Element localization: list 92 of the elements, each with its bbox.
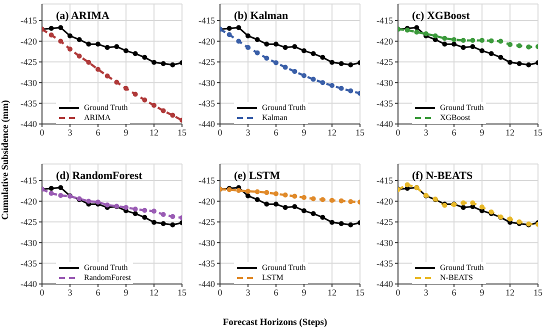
x-tick-label: 9 [302, 287, 307, 298]
x-tick-label: 0 [218, 287, 223, 298]
x-tick-label: 12 [328, 127, 336, 138]
x-tick-label: 12 [150, 127, 158, 138]
y-tick-label: -430 [376, 238, 394, 248]
y-tick-label: -425 [198, 217, 216, 228]
legend-label: Ground Truth [262, 103, 306, 113]
y-tick-label: -415 [376, 176, 394, 186]
x-tick-label: 6 [96, 287, 101, 298]
y-tick-label: -435 [198, 98, 216, 109]
x-tick-label: 3 [68, 127, 73, 138]
y-tick-label: -430 [198, 78, 216, 88]
y-tick-label: -420 [198, 196, 216, 206]
y-tick-label: -425 [198, 57, 216, 68]
x-tick-label: 12 [150, 287, 158, 298]
text: (e) LSTM [234, 170, 280, 182]
y-tick-label: -435 [198, 258, 216, 269]
text: (b) Kalman [234, 10, 288, 22]
x-tick-label: 15 [178, 127, 187, 138]
x-tick-label: 15 [356, 287, 365, 298]
y-tick-label: -425 [20, 57, 38, 68]
x-tick-label: 3 [424, 127, 429, 138]
legend-label: Ground Truth [440, 263, 484, 273]
y-tick-label: -425 [376, 57, 394, 68]
x-tick-label: 9 [480, 287, 485, 298]
y-tick-label: -415 [20, 16, 38, 26]
x-tick-label: 6 [274, 127, 279, 138]
y-tick-label: -420 [376, 36, 394, 46]
y-tick-label: -425 [20, 217, 38, 228]
x-tick-label: 12 [328, 287, 336, 298]
y-tick-label: -440 [376, 119, 394, 130]
x-tick-label: 15 [534, 287, 543, 298]
y-tick-label: -440 [198, 119, 216, 130]
x-tick-label: 0 [396, 287, 401, 298]
x-tick-label: 15 [178, 287, 187, 298]
y-tick-label: -435 [376, 98, 394, 109]
x-tick-label: 9 [124, 287, 129, 298]
y-tick-label: -420 [20, 36, 38, 46]
x-tick-label: 0 [396, 127, 401, 138]
x-tick-label: 12 [506, 287, 514, 298]
legend-label: Kalman [262, 113, 288, 123]
y-tick-label: -420 [20, 196, 38, 206]
x-tick-label: 3 [424, 287, 429, 298]
y-tick-label: -430 [20, 78, 38, 88]
x-tick-label: 6 [452, 127, 457, 138]
x-tick-label: 6 [96, 127, 101, 138]
y-axis-title: Cumulative Subsidence (mm) [1, 100, 11, 220]
y-tick-label: -440 [20, 279, 38, 290]
y-tick-label: -420 [376, 196, 394, 206]
text: (c) XGBoost [412, 10, 470, 22]
legend-label: Ground Truth [262, 263, 306, 273]
x-tick-label: 15 [534, 127, 543, 138]
legend-label: N-BEATS [440, 273, 473, 283]
y-tick-label: -415 [198, 176, 216, 186]
y-tick-label: -430 [198, 238, 216, 248]
x-tick-label: 6 [274, 287, 279, 298]
text: (d) RandomForest [56, 170, 142, 182]
legend-label: XGBoost [440, 113, 470, 123]
x-tick-label: 9 [480, 127, 485, 138]
legend-label: RandomForest [84, 273, 132, 283]
text: (a) ARIMA [56, 10, 110, 22]
y-tick-label: -440 [198, 279, 216, 290]
x-tick-label: 0 [40, 287, 45, 298]
x-tick-label: 9 [302, 127, 307, 138]
y-tick-label: -430 [20, 238, 38, 248]
y-tick-label: -440 [376, 279, 394, 290]
legend-label: LSTM [262, 273, 284, 283]
y-tick-label: -435 [376, 258, 394, 269]
x-tick-label: 0 [40, 127, 45, 138]
y-tick-label: -415 [20, 176, 38, 186]
x-tick-label: 3 [68, 287, 73, 298]
y-tick-label: -415 [376, 16, 394, 26]
legend-label: Ground Truth [84, 263, 128, 273]
x-tick-label: 3 [246, 287, 251, 298]
y-tick-label: -440 [20, 119, 38, 130]
y-tick-label: -435 [20, 258, 38, 269]
x-tick-label: 0 [218, 127, 223, 138]
text: (f) N-BEATS [412, 170, 473, 182]
y-tick-label: -435 [20, 98, 38, 109]
y-tick-label: -420 [198, 36, 216, 46]
x-tick-label: 12 [506, 127, 514, 138]
x-axis-title: Forecast Horizons (Steps) [222, 318, 328, 328]
legend-label: ARIMA [84, 113, 111, 123]
x-tick-label: 15 [356, 127, 365, 138]
x-tick-label: 3 [246, 127, 251, 138]
y-tick-label: -415 [198, 16, 216, 26]
y-tick-label: -425 [376, 217, 394, 228]
legend-label: Ground Truth [84, 103, 128, 113]
y-tick-label: -430 [376, 78, 394, 88]
x-tick-label: 6 [452, 287, 457, 298]
x-tick-label: 9 [124, 127, 129, 138]
legend-label: Ground Truth [440, 103, 484, 113]
